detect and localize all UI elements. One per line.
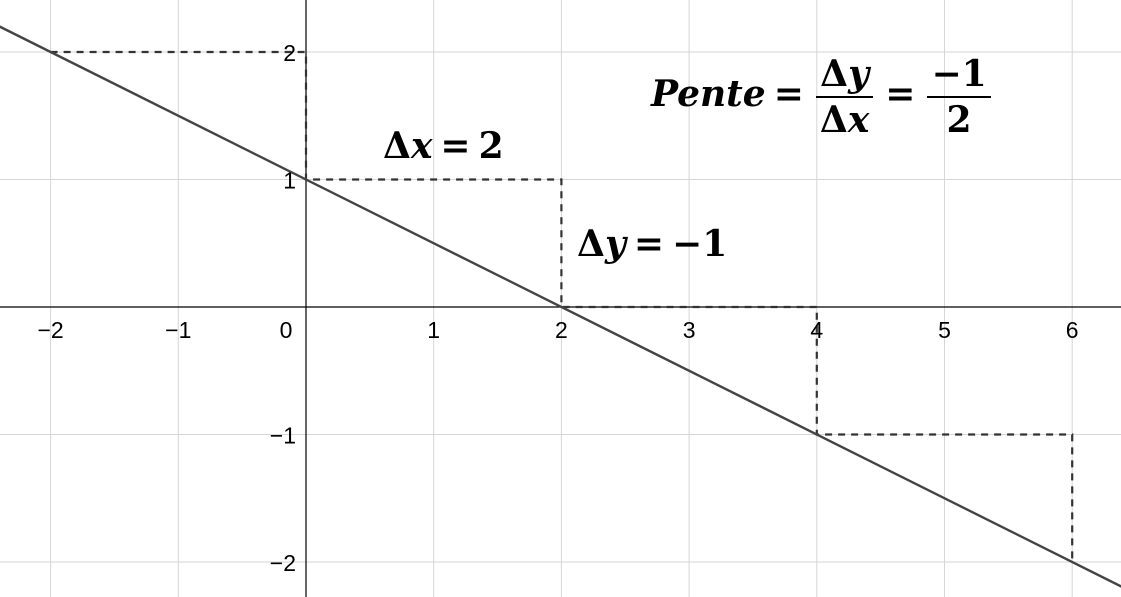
delta-fraction: Δy Δx [816,53,874,138]
graph-line-group [0,25,1121,588]
delta-y-symbol: Δ [577,223,605,265]
delta-x-symbol: Δ [383,125,411,167]
value-fraction: −1 2 [927,56,991,141]
y-tick-label: −1 [270,423,296,449]
fraction-denominator: Δx [816,98,873,138]
numerator-delta: Δ [820,53,849,95]
denominator-var: x [847,99,870,141]
x-tick-label: 3 [683,317,696,343]
dashed-step-path [50,50,1074,562]
x-tick-label: 2 [555,317,568,343]
slope-equals-1: = [773,73,804,115]
tick-labels: −2 −1 0 1 2 3 4 5 6 2 1 −1 −2 [37,40,1078,576]
slope-steps [50,50,1074,562]
slope-word: Pente [651,73,766,115]
slope-formula: Pente = Δy Δx = −1 2 [651,56,995,138]
x-tick-label: 4 [810,317,823,343]
delta-y-var: y [604,223,626,265]
delta-y-label: Δy = −1 [577,226,727,262]
x-tick-label: −2 [37,317,63,343]
delta-x-value: 2 [478,125,504,167]
x-tick-label: −1 [165,317,191,343]
x-tick-label: 5 [938,317,951,343]
fraction-numerator: Δy [816,53,874,98]
delta-y-equals: = [633,223,665,265]
value-denominator: 2 [946,99,972,141]
y-tick-label: 1 [283,168,296,194]
x-tick-label: 0 [280,317,293,343]
delta-y-value: −1 [672,223,728,265]
y-tick-label: 2 [283,40,296,66]
delta-x-var: x [410,125,433,167]
value-numerator: −1 [927,56,991,98]
denominator-delta: Δ [819,99,848,141]
y-tick-label: −2 [270,550,296,576]
numerator-var: y [848,53,870,95]
x-tick-label: 6 [1066,317,1079,343]
delta-x-equals: = [440,125,471,167]
graph-line [0,25,1121,588]
x-tick-label: 1 [427,317,440,343]
slope-equals-2: = [885,73,916,115]
delta-x-label: Δx = 2 [383,128,504,164]
